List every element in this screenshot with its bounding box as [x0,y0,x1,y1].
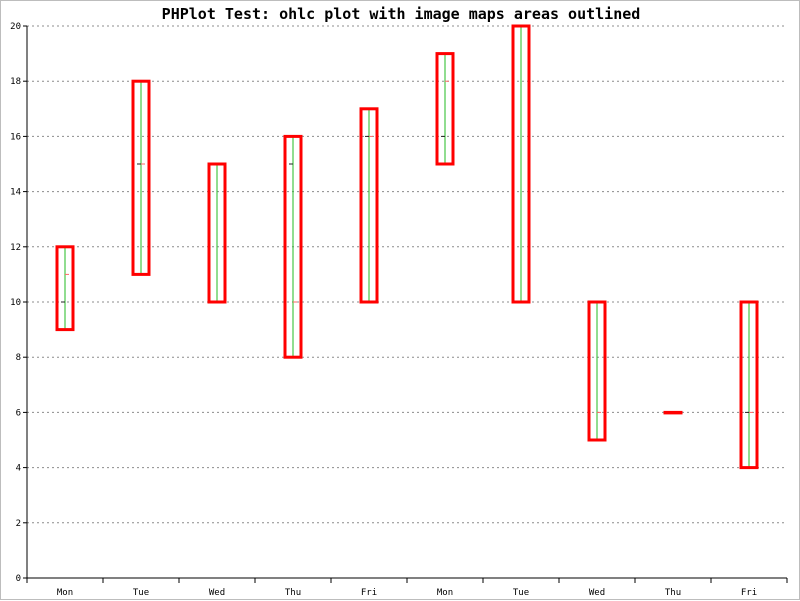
y-tick-label: 8 [16,353,21,363]
chart-title: PHPlot Test: ohlc plot with image maps a… [161,5,641,23]
x-tick-label: Fri [361,588,377,598]
image-map-area-outline [131,79,151,276]
y-tick-label: 18 [10,77,21,87]
y-tick-label: 6 [16,408,21,418]
x-tick-label: Wed [209,588,225,598]
x-tick-label: Thu [285,588,301,598]
y-tick-label: 4 [16,464,21,474]
x-tick-label: Thu [665,588,681,598]
y-tick-label: 14 [10,188,21,198]
x-tick-label: Mon [57,588,73,598]
y-tick-label: 16 [10,132,21,142]
x-tick-label: Fri [741,588,757,598]
image-map-area-outline [55,245,75,332]
y-tick-label: 20 [10,22,21,32]
image-map-area-outline [511,24,531,304]
image-map-area-outline [739,300,759,470]
x-tick-label: Tue [513,588,529,598]
x-tick-label: Wed [589,588,605,598]
image-map-area-outline [435,52,455,166]
y-tick-label: 2 [16,519,21,529]
y-tick-label: 10 [10,298,21,308]
image-map-area-outline [663,410,683,415]
x-tick-label: Tue [133,588,149,598]
y-tick-label: 12 [10,243,21,253]
y-tick-label: 0 [16,574,21,584]
image-map-area-outline [283,134,303,359]
x-tick-label: Mon [437,588,453,598]
image-map-area-outline [207,162,227,304]
image-map-area-outline [587,300,607,442]
image-map-area-outline [359,107,379,304]
